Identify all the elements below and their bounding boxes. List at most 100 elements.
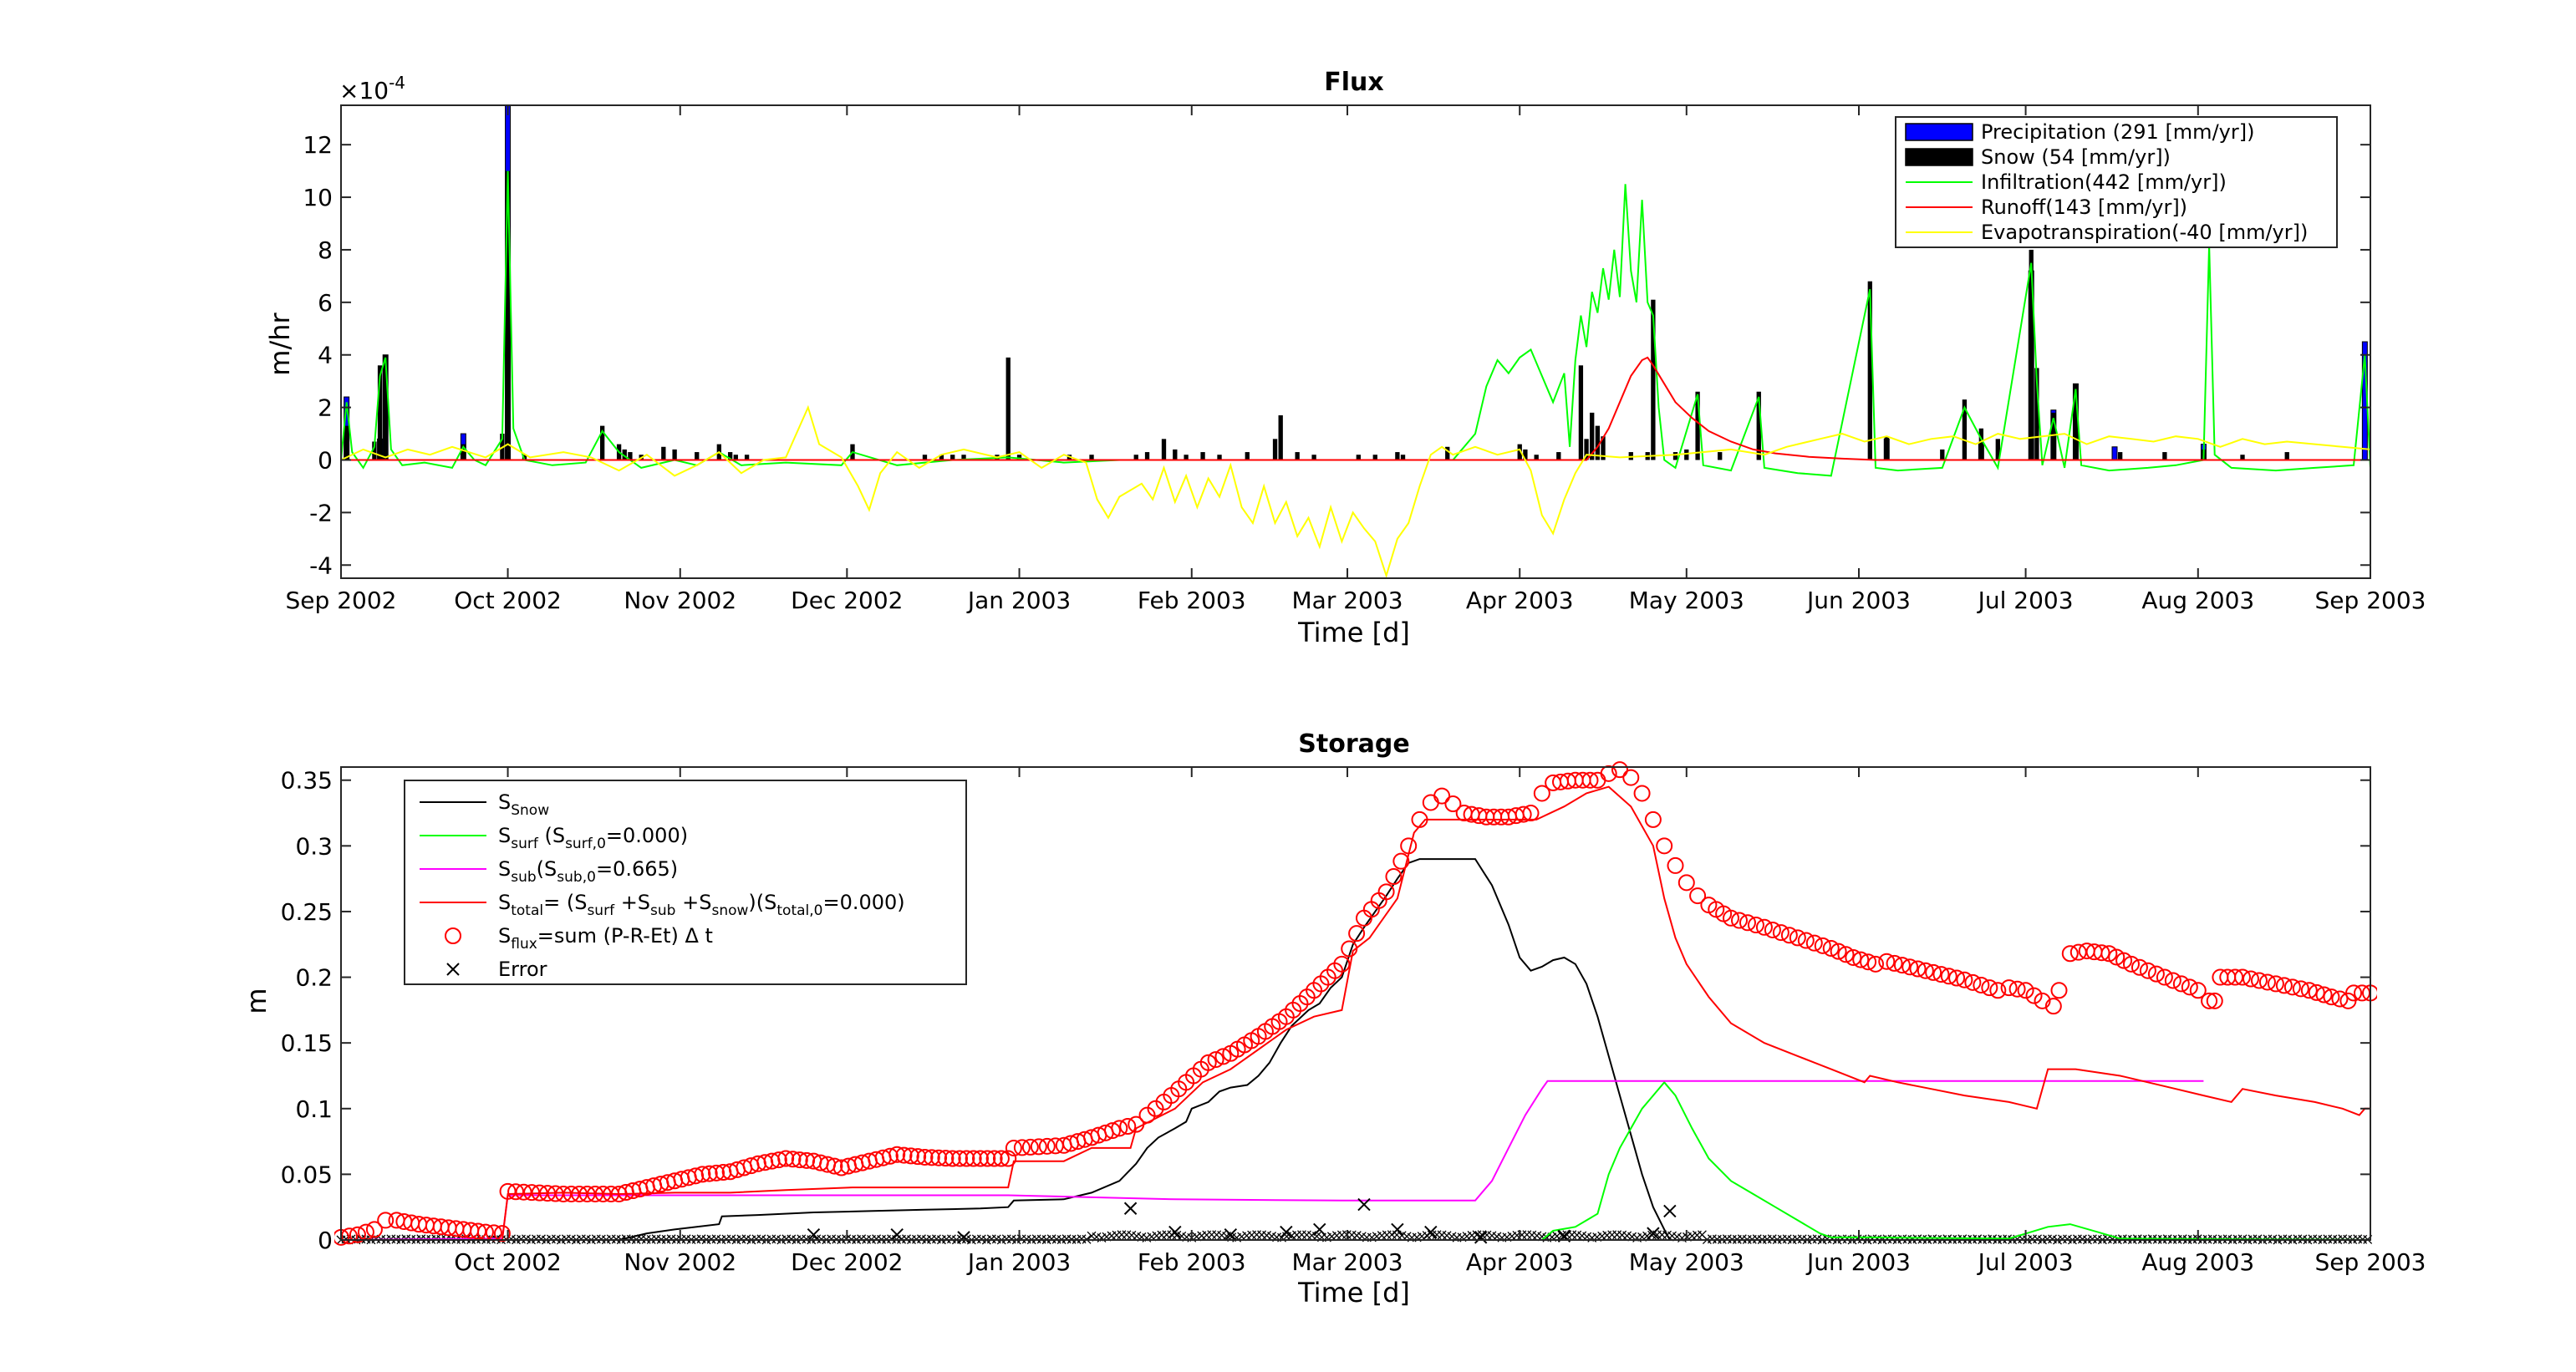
storage-legend-label-part: surf [511, 836, 539, 852]
flux-storage-marker [1600, 765, 1617, 782]
storage-y-tick-label: 0.15 [281, 1029, 333, 1057]
flux-storage-marker [1739, 914, 1756, 932]
storage-legend-label-part: (S [538, 824, 565, 847]
flux-storage-marker [777, 1150, 795, 1167]
snow-bar [1962, 399, 1968, 460]
flux-storage-marker [2250, 972, 2268, 989]
flux-legend-label: Precipitation (291 [mm/yr]) [1981, 120, 2254, 144]
flux-storage-marker [2283, 978, 2301, 996]
flux-storage-marker [2139, 962, 2156, 979]
flux-storage-marker [770, 1151, 787, 1169]
storage-legend-label-part: sub [511, 869, 536, 886]
error-cross-mark [2043, 1234, 2052, 1244]
flux-storage-marker [971, 1150, 989, 1167]
flux-storage-marker [2258, 973, 2276, 991]
storage-axes: Oct 2002 Nov 2002 Dec 2002 Jan 2003 Feb 2003… [281, 766, 2426, 1276]
flux-storage-marker [826, 1157, 843, 1175]
flux-storage-marker [1533, 785, 1550, 802]
error-marker [1357, 1197, 1371, 1212]
storage-legend-label: Ssub(Ssub,0=0.665) [498, 857, 678, 886]
snow-bar [1534, 455, 1539, 460]
flux-storage-marker [1730, 912, 1748, 929]
storage-legend-label-part: sub [650, 902, 675, 919]
flux-storage-marker [2345, 984, 2363, 1002]
flux-storage-marker [2292, 980, 2309, 998]
flux-x-tick-label: Jul 2003 [1977, 587, 2074, 614]
storage-title: Storage [1298, 729, 1409, 759]
error-cross-mark [1117, 1230, 1127, 1240]
flux-storage-marker [523, 1184, 541, 1202]
storage-legend-label-part: surf,0 [565, 836, 606, 852]
snow-bar [461, 444, 466, 460]
flux-storage-marker [1925, 963, 1942, 981]
flux-storage-marker [888, 1146, 906, 1163]
snow-bar [1184, 455, 1189, 460]
flux-storage-marker [1207, 1051, 1224, 1069]
flux-storage-marker [2050, 982, 2068, 999]
flux-storage-marker [1805, 934, 1823, 952]
snow-bar [939, 455, 944, 460]
flux-y-tick-label: 4 [318, 342, 333, 369]
storage-y-tick-label: 0.35 [281, 767, 333, 795]
storage-y-tick-label: 0.1 [295, 1095, 333, 1123]
flux-storage-marker [1128, 1115, 1145, 1133]
flux-storage-marker [2172, 975, 2190, 993]
flux-storage-marker [895, 1146, 913, 1164]
snow-bar [1217, 455, 1222, 460]
flux-storage-marker [563, 1185, 580, 1202]
flux-storage-marker [1119, 1118, 1137, 1136]
snow-bar [661, 446, 666, 460]
storage-legend-label-part: =0.000) [822, 891, 904, 914]
flux-legend-swatch [1905, 123, 1973, 141]
flux-storage-marker [1392, 852, 1410, 870]
storage-legend-label-part: +S [675, 891, 711, 914]
storage-x-tick-label: Oct 2002 [454, 1248, 562, 1276]
snow-bar [2162, 452, 2167, 460]
snow-bar [372, 441, 377, 460]
flux-title: Flux [1324, 68, 1383, 97]
flux-x-tick-label: Sep 2002 [286, 587, 397, 614]
snow-bar [1278, 415, 1283, 460]
snow-bar [2051, 412, 2056, 460]
flux-storage-marker [2034, 992, 2051, 1009]
snow-bar [1718, 452, 1723, 460]
storage-y-tick-label: 0.25 [281, 898, 333, 926]
storage-legend-label-part: =0.000) [606, 824, 688, 847]
snow-bar [2034, 368, 2039, 460]
storage-axes-box [340, 766, 2371, 1241]
flux-storage-marker [2000, 979, 2018, 997]
flux-storage-marker [1214, 1048, 1232, 1065]
snow-bar [1445, 446, 1450, 460]
flux-storage-marker [1111, 1120, 1128, 1137]
flux-storage-marker [1878, 953, 1896, 970]
storage-legend-label-part: total [511, 902, 543, 919]
snow-bar [1356, 455, 1361, 460]
snow-bar [1978, 428, 1984, 460]
snow-bar [2073, 384, 2079, 460]
flux-storage-marker [2093, 944, 2110, 962]
snow-bar [1867, 281, 1872, 460]
flux-storage-marker [2189, 982, 2207, 999]
flux-storage-marker [1940, 968, 1957, 985]
flux-storage-marker [2308, 983, 2325, 1001]
error-marker [890, 1228, 904, 1242]
snow-bar [2029, 249, 2034, 460]
flux-panel: Flux ×10-4 Sep 2002 Oct 2002 Nov 2002 Dec 2… [264, 68, 2426, 648]
flux-legend-swatch [1905, 148, 1973, 166]
storage-x-tick-label: Aug 2003 [2141, 1248, 2254, 1276]
flux-storage-marker [1667, 856, 1684, 874]
storage-legend-label-part: snow [711, 902, 748, 919]
flux-storage-marker [1837, 946, 1855, 963]
snow-storage-line [341, 858, 2370, 1241]
storage-legend-label-part: S [498, 924, 511, 948]
flux-storage-marker [587, 1185, 604, 1202]
error-marker [1391, 1222, 1404, 1237]
flux-x-tick-label: Jun 2003 [1805, 587, 1911, 614]
snow-bar [1584, 439, 1589, 460]
snow-bar [1005, 357, 1011, 460]
error-cross-band [336, 1230, 2373, 1245]
error-cross-mark [1837, 1234, 1847, 1244]
flux-storage-marker [547, 1185, 564, 1202]
flux-storage-marker [515, 1183, 532, 1201]
